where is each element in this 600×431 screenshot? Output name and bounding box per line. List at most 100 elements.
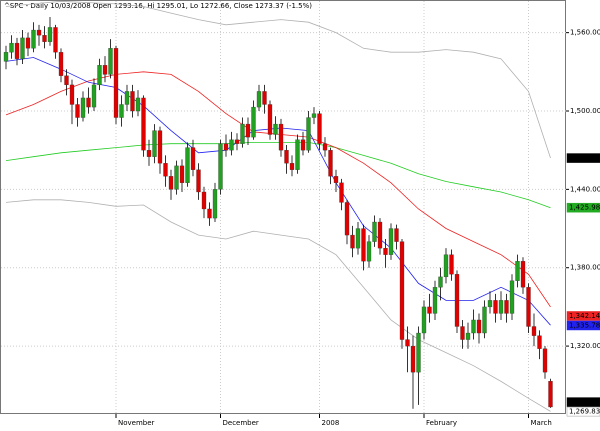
price-tag-label: 1,425.98 [569,204,600,212]
candle-body [438,276,443,288]
x-tick-label: March [531,419,552,427]
candle-body [130,91,135,112]
candle-body [300,139,306,151]
candle-body [14,42,20,59]
candle-body [102,65,108,75]
candle-body [53,27,58,53]
candle-body [333,176,339,183]
candle-body [377,221,383,249]
candle-body [207,208,212,219]
candle-body [251,106,256,138]
candle-body [108,48,113,75]
candle-body [218,143,223,190]
candle-body [273,123,278,135]
candle-body [256,91,262,108]
candle-body [454,274,460,327]
candle-body [47,27,53,42]
candle-body [91,84,97,108]
candle-body [372,221,377,242]
price-tag-label: 1,273.37 [569,398,600,406]
candle-body [449,254,454,275]
candle-body [229,139,234,151]
x-tick-label: November [118,419,155,427]
candle-body [322,143,328,151]
candle-body [427,306,432,314]
candle-body [317,113,322,144]
candle-body [278,123,284,151]
candle-body [328,150,333,177]
candle-body [537,335,542,349]
candle-body [212,189,218,219]
price-tag [566,153,600,163]
candle-body [383,247,388,255]
candle-body [399,241,405,340]
price-tag [566,320,600,331]
candle-body [410,345,416,373]
candle-body [432,287,438,314]
candle-body [542,348,548,373]
candle-body [42,35,47,42]
candle-body [163,163,168,177]
candle-body [493,300,498,314]
price-tag [566,406,600,417]
candle-body [526,287,531,327]
price-tag [566,397,600,407]
candle-body [86,97,91,108]
candle-body [460,326,465,340]
candle-body [487,300,493,308]
candle-body [196,169,201,193]
candle-body [223,143,229,151]
candle-body [476,319,482,334]
candle-body [361,228,366,262]
candle-body [9,42,14,53]
candle-body [289,163,295,170]
candle-body [509,280,515,314]
y-tick-label: 1,380.00 [570,264,600,272]
candle-body [498,300,504,314]
candle-body [97,65,102,86]
plot-frame [0,0,566,414]
candle-body [152,130,157,157]
y-tick-label: 1,500.00 [570,107,600,115]
candle-body [471,319,476,334]
y-tick-label: 1,440.00 [570,185,600,193]
price-tag [566,311,600,321]
candle-body [366,241,372,262]
candle-body [75,104,80,118]
candle-body [36,29,42,36]
candle-body [185,147,190,183]
candle-body [240,123,245,144]
candle-body [31,29,36,49]
candle-body [394,228,399,242]
candle-body [311,113,317,118]
x-tick-label: February [426,419,457,427]
price-tag-label: 1,335.78 [569,321,600,329]
x-tick-label: December [223,419,259,427]
candle-body [25,37,31,49]
candle-body [421,306,427,334]
candle-body [168,176,174,190]
candle-body [350,234,355,249]
candle-body [295,139,300,170]
candle-body [69,84,75,105]
candle-body [355,228,361,249]
candle-body [262,91,267,105]
candle-body [119,104,124,118]
indicator-line [5,0,551,159]
candle-body [190,147,196,170]
candle-body [64,75,69,86]
candle-body [531,326,537,336]
candle-body [482,306,487,334]
candle-body [234,139,240,144]
candle-body [339,182,344,203]
candle-body [245,123,251,138]
candle-body [157,130,163,164]
candle-body [174,165,179,190]
candle-body [548,380,553,408]
candle-body [135,97,141,112]
candle-body [344,202,350,236]
candle-body [80,97,86,118]
candle-body [179,165,185,183]
candle-body [201,191,207,210]
